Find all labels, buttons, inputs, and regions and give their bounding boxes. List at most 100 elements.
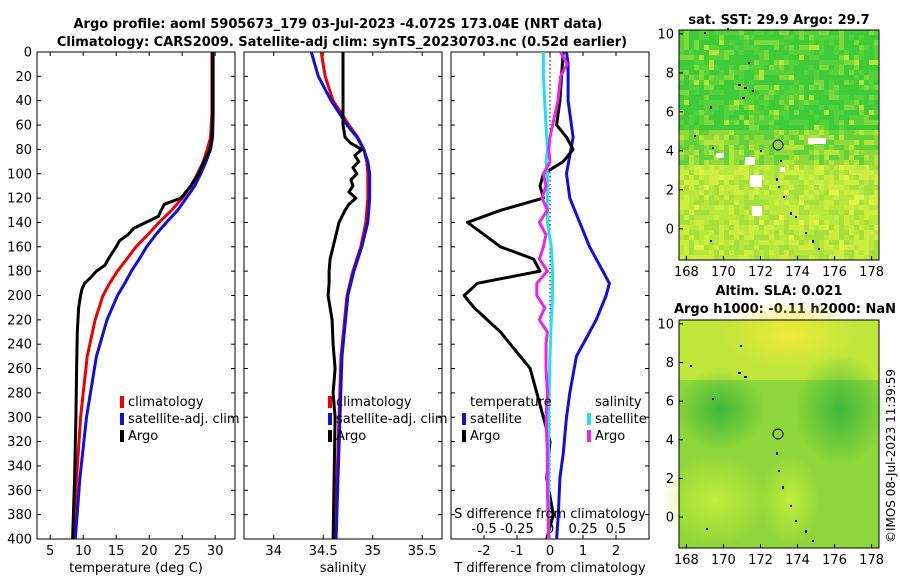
sst-cell bbox=[724, 225, 729, 230]
sst-cell bbox=[759, 90, 764, 95]
sst-cell bbox=[849, 85, 854, 90]
sst-cell bbox=[714, 180, 719, 185]
sst-cell bbox=[689, 210, 694, 215]
sst-cell bbox=[789, 220, 794, 225]
sst-cell bbox=[834, 60, 839, 65]
sst-cell bbox=[684, 70, 689, 75]
sst-cell bbox=[829, 215, 834, 220]
sst-cell bbox=[764, 170, 769, 175]
sst-cell bbox=[689, 60, 694, 65]
sst-cell bbox=[809, 35, 814, 40]
sst-cell bbox=[689, 140, 694, 145]
sst-cell bbox=[734, 190, 739, 195]
sst-cell bbox=[759, 200, 764, 205]
sst-cell bbox=[809, 180, 814, 185]
sst-cell bbox=[839, 90, 844, 95]
sst-cell bbox=[709, 185, 714, 190]
depth-tick-label: 80 bbox=[15, 143, 32, 158]
sst-cell bbox=[774, 230, 779, 235]
sst-cell bbox=[819, 75, 824, 80]
sst-cell bbox=[814, 80, 819, 85]
sst-cell bbox=[874, 205, 879, 210]
sst-cell bbox=[699, 90, 704, 95]
sst-cell bbox=[749, 200, 754, 205]
sst-cell bbox=[874, 195, 879, 200]
sst-cell bbox=[824, 225, 829, 230]
sst-cell bbox=[859, 120, 864, 125]
sst-cell bbox=[819, 170, 824, 175]
sst-cell bbox=[729, 200, 734, 205]
sst-cell bbox=[684, 50, 689, 55]
sst-cell bbox=[834, 240, 839, 245]
sst-cell bbox=[829, 105, 834, 110]
sst-cell bbox=[709, 130, 714, 135]
sst-cell bbox=[769, 170, 774, 175]
sst-cell bbox=[844, 60, 849, 65]
sst-cell bbox=[704, 185, 709, 190]
sst-cell bbox=[764, 85, 769, 90]
sst-missing-data bbox=[750, 175, 762, 187]
legend-label-climatology: climatology bbox=[128, 395, 204, 410]
temperature-legend: climatology satellite-adj. clim Argo bbox=[120, 395, 240, 444]
sst-cell bbox=[709, 215, 714, 220]
sst-cell bbox=[809, 220, 814, 225]
sst-cell bbox=[739, 165, 744, 170]
sst-cell bbox=[749, 105, 754, 110]
sst-cell bbox=[849, 195, 854, 200]
sst-cell bbox=[814, 45, 819, 50]
sst-cell bbox=[809, 165, 814, 170]
sst-cell bbox=[734, 170, 739, 175]
sst-cell bbox=[839, 215, 844, 220]
sst-cell bbox=[874, 200, 879, 205]
sst-cell bbox=[814, 200, 819, 205]
sst-cell bbox=[724, 125, 729, 130]
sst-cell bbox=[759, 165, 764, 170]
sst-cell bbox=[689, 45, 694, 50]
sst-cell bbox=[799, 30, 804, 35]
sst-cell bbox=[834, 195, 839, 200]
sst-cell bbox=[824, 60, 829, 65]
sst-cell bbox=[849, 210, 854, 215]
sst-cell bbox=[729, 165, 734, 170]
sst-cell bbox=[799, 200, 804, 205]
sst-cell bbox=[849, 155, 854, 160]
sst-cell bbox=[869, 220, 874, 225]
sst-cell bbox=[844, 40, 849, 45]
sst-cell bbox=[849, 35, 854, 40]
sst-cell bbox=[779, 205, 784, 210]
sst-cell bbox=[724, 70, 729, 75]
sst-cell bbox=[699, 150, 704, 155]
sst-cell bbox=[769, 220, 774, 225]
sst-cell bbox=[764, 195, 769, 200]
sst-cell bbox=[864, 135, 869, 140]
sst-cell bbox=[809, 60, 814, 65]
sst-cell bbox=[769, 115, 774, 120]
sst-cell bbox=[759, 35, 764, 40]
sst-cell bbox=[764, 125, 769, 130]
sst-cell bbox=[764, 190, 769, 195]
sst-cell bbox=[769, 85, 774, 90]
depth-tick-label: 260 bbox=[7, 362, 32, 377]
sst-cell bbox=[859, 125, 864, 130]
sst-cell bbox=[819, 130, 824, 135]
sst-cell bbox=[724, 175, 729, 180]
sst-cell bbox=[859, 35, 864, 40]
sst-cell bbox=[799, 75, 804, 80]
sst-cell bbox=[744, 175, 749, 180]
sst-cell bbox=[774, 90, 779, 95]
sst-cell bbox=[774, 170, 779, 175]
sst-cell bbox=[844, 150, 849, 155]
sst-cell bbox=[729, 255, 734, 260]
sst-cell bbox=[679, 105, 684, 110]
sst-cell bbox=[679, 185, 684, 190]
sst-cell bbox=[784, 255, 789, 260]
sst-cell bbox=[714, 195, 719, 200]
sst-cell bbox=[699, 245, 704, 250]
sst-cell bbox=[684, 230, 689, 235]
sst-cell bbox=[739, 110, 744, 115]
sst-cell bbox=[774, 50, 779, 55]
sst-cell bbox=[859, 210, 864, 215]
sst-cell bbox=[739, 60, 744, 65]
sst-cell bbox=[694, 95, 699, 100]
sst-cell bbox=[754, 120, 759, 125]
